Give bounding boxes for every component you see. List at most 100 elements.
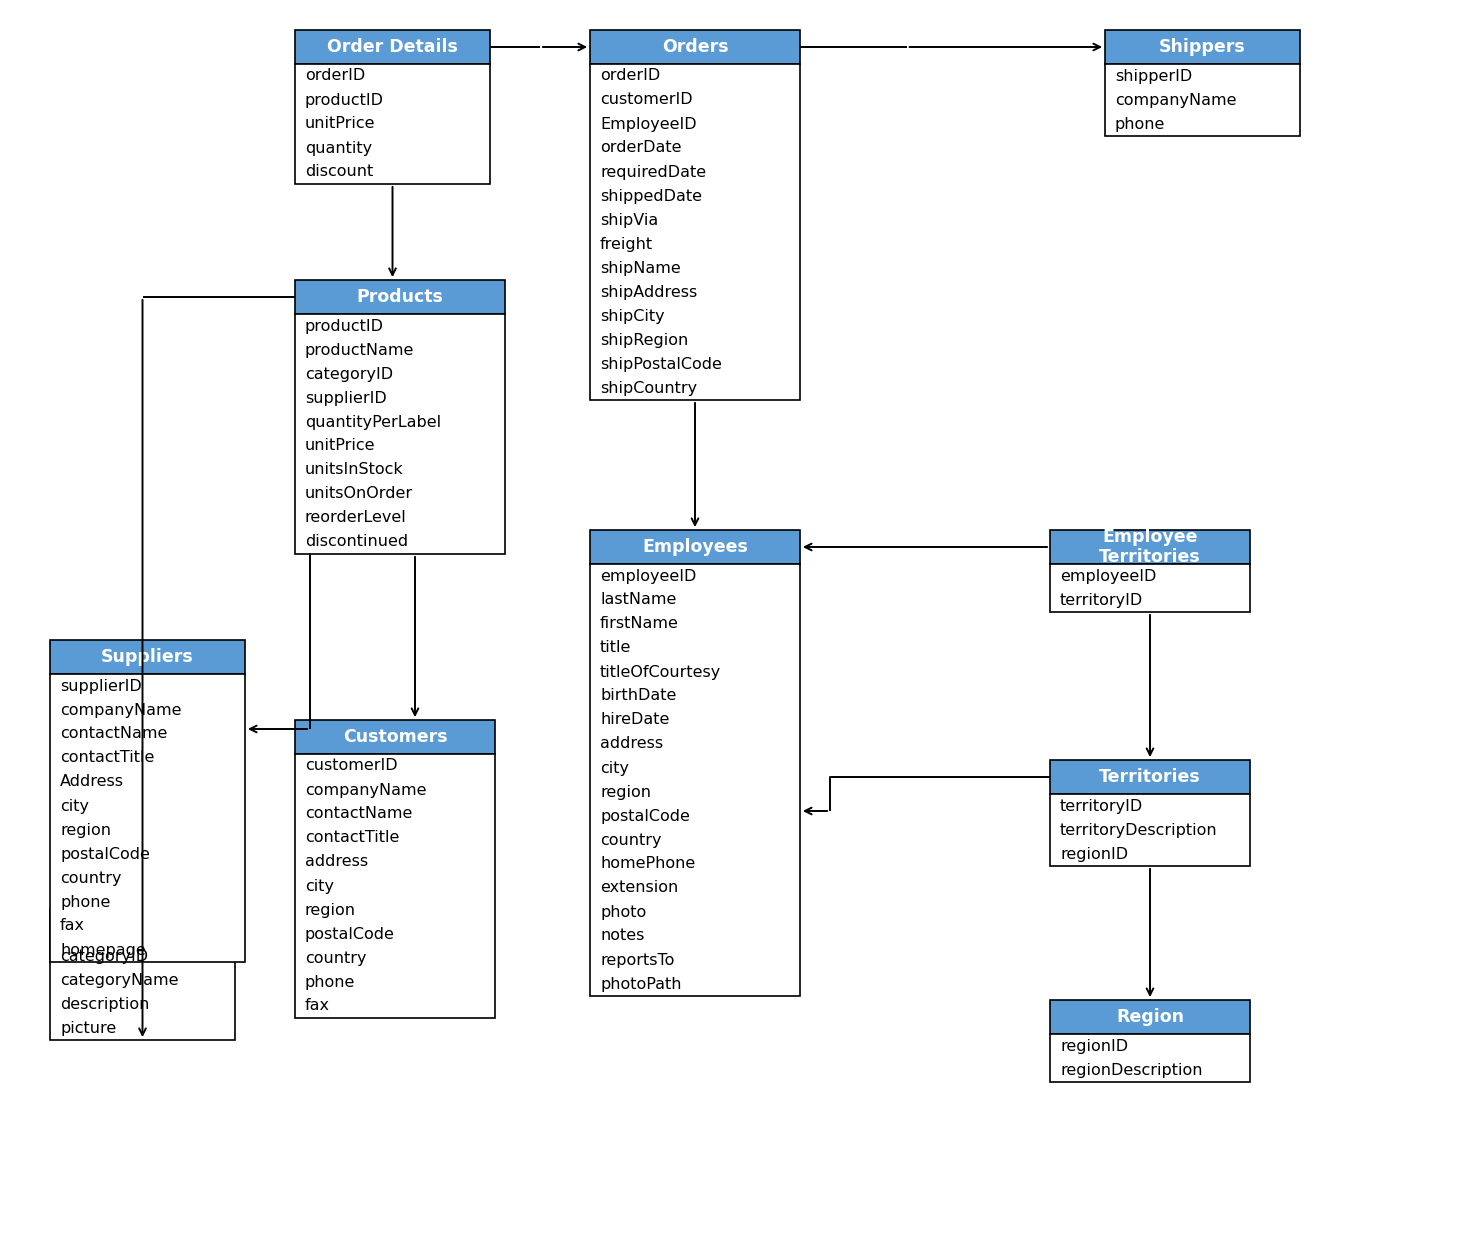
Text: EmployeeID: EmployeeID [600, 116, 697, 131]
Text: contactTitle: contactTitle [61, 751, 155, 766]
Text: shipperID: shipperID [1115, 68, 1192, 84]
Text: phone: phone [61, 894, 111, 909]
Text: city: city [600, 761, 629, 776]
Text: quantity: quantity [304, 141, 372, 156]
Text: birthDate: birthDate [600, 688, 676, 704]
Bar [1050, 530, 1250, 564]
Bar [295, 280, 505, 314]
Text: address: address [600, 736, 663, 752]
Text: postalCode: postalCode [61, 846, 149, 862]
Text: territoryID: territoryID [1060, 593, 1143, 608]
Text: requiredDate: requiredDate [600, 164, 706, 179]
Text: employeeID: employeeID [1060, 568, 1156, 583]
Bar [1050, 1000, 1250, 1034]
Text: title: title [600, 641, 631, 656]
Bar [295, 64, 490, 184]
Bar [1050, 564, 1250, 613]
Text: Suppliers: Suppliers [100, 648, 193, 666]
Bar [1050, 1034, 1250, 1082]
Text: discount: discount [304, 164, 374, 179]
Text: Territories: Territories [1099, 768, 1201, 785]
Text: unitsInStock: unitsInStock [304, 462, 403, 478]
Text: phone: phone [1115, 116, 1165, 131]
Text: notes: notes [600, 929, 644, 944]
Text: contactName: contactName [61, 726, 167, 741]
Text: customerID: customerID [600, 93, 693, 107]
Text: extension: extension [600, 881, 678, 895]
Text: productName: productName [304, 342, 415, 357]
Text: contactTitle: contactTitle [304, 830, 399, 846]
Text: Products: Products [356, 288, 443, 306]
Text: homepage: homepage [61, 942, 146, 957]
Bar [589, 564, 801, 995]
Text: description: description [61, 997, 149, 1011]
Text: Customers: Customers [343, 727, 448, 746]
Text: phone: phone [304, 974, 356, 989]
Text: Categories: Categories [90, 918, 195, 936]
Text: city: city [61, 799, 89, 814]
Text: country: country [61, 871, 121, 885]
Text: territoryDescription: territoryDescription [1060, 823, 1217, 837]
Text: Region: Region [1117, 1008, 1185, 1026]
Text: companyName: companyName [1115, 93, 1236, 107]
Bar [1105, 64, 1300, 136]
Text: country: country [304, 951, 366, 966]
Text: shipCity: shipCity [600, 309, 665, 324]
Text: supplierID: supplierID [304, 390, 387, 405]
Text: categoryName: categoryName [61, 972, 179, 988]
Text: companyName: companyName [304, 783, 427, 798]
Text: shipCountry: shipCountry [600, 380, 697, 395]
Text: regionID: regionID [1060, 1039, 1128, 1053]
Text: customerID: customerID [304, 758, 397, 773]
Text: quantityPerLabel: quantityPerLabel [304, 415, 442, 430]
Text: reportsTo: reportsTo [600, 952, 675, 967]
Bar [295, 720, 495, 755]
Text: discontinued: discontinued [304, 535, 408, 550]
Text: region: region [304, 903, 356, 918]
Bar [50, 640, 245, 674]
Text: regionDescription: regionDescription [1060, 1062, 1202, 1077]
Text: productID: productID [304, 319, 384, 333]
Text: postalCode: postalCode [304, 926, 394, 941]
Bar [295, 30, 490, 64]
Text: Orders: Orders [662, 38, 728, 56]
Text: Employee
Territories: Employee Territories [1099, 529, 1201, 566]
Text: supplierID: supplierID [61, 678, 142, 694]
Text: shipPostalCode: shipPostalCode [600, 357, 722, 372]
Text: fax: fax [304, 999, 329, 1014]
Text: productID: productID [304, 93, 384, 107]
Text: address: address [304, 855, 368, 869]
Text: fax: fax [61, 919, 86, 934]
Text: lastName: lastName [600, 593, 676, 608]
Text: region: region [600, 784, 651, 799]
Text: shipVia: shipVia [600, 212, 659, 227]
Text: Employees: Employees [642, 538, 747, 556]
Bar [1105, 30, 1300, 64]
Text: country: country [600, 832, 662, 847]
Text: Address: Address [61, 774, 124, 789]
Text: picture: picture [61, 1020, 117, 1035]
Text: unitPrice: unitPrice [304, 116, 375, 131]
Text: employeeID: employeeID [600, 568, 696, 583]
Text: postalCode: postalCode [600, 809, 690, 824]
Bar [589, 64, 801, 400]
Bar [50, 674, 245, 962]
Text: shippedDate: shippedDate [600, 189, 702, 204]
Text: orderDate: orderDate [600, 141, 681, 156]
Text: orderID: orderID [600, 68, 660, 84]
Text: Shippers: Shippers [1159, 38, 1247, 56]
Bar [295, 314, 505, 555]
Bar [295, 755, 495, 1018]
Text: firstName: firstName [600, 616, 679, 631]
Text: Order Details: Order Details [326, 38, 458, 56]
Bar [589, 30, 801, 64]
Bar [589, 530, 801, 564]
Text: unitPrice: unitPrice [304, 438, 375, 453]
Text: shipRegion: shipRegion [600, 332, 688, 347]
Text: categoryID: categoryID [61, 948, 148, 963]
Bar [1050, 760, 1250, 794]
Text: unitsOnOrder: unitsOnOrder [304, 487, 414, 501]
Text: region: region [61, 823, 111, 837]
Bar [1050, 794, 1250, 866]
Text: hireDate: hireDate [600, 713, 669, 727]
